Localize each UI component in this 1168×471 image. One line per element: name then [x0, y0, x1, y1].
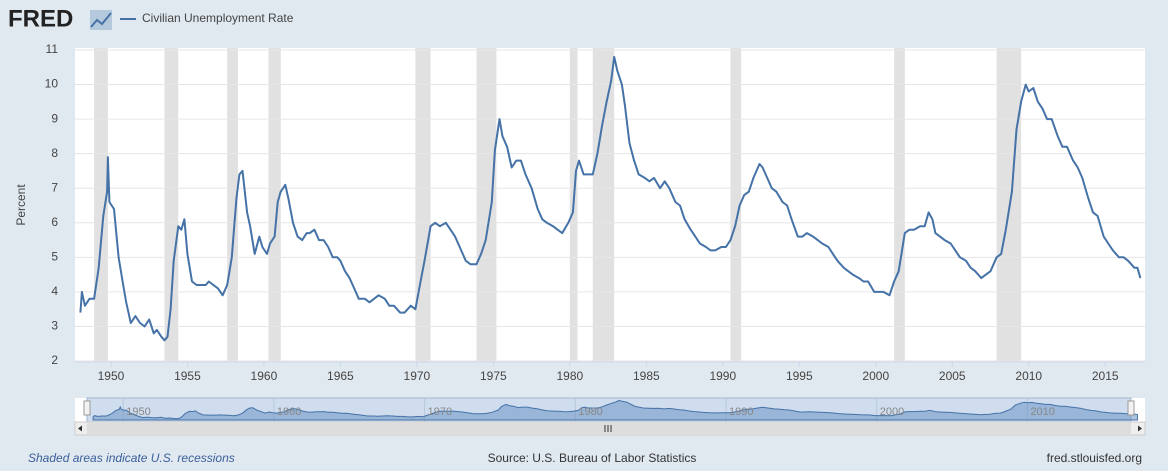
source: Source: U.S. Bureau of Labor Statistics	[488, 451, 697, 465]
navigator-tick-label: 1950	[126, 406, 150, 418]
navigator-tick-label: 1990	[729, 406, 753, 418]
recession-band	[592, 48, 615, 361]
scroll-left[interactable]	[78, 425, 82, 432]
navigator-tick-label: 1970	[428, 406, 452, 418]
navigator-tick-label: 2000	[880, 406, 904, 418]
navigator-area	[92, 399, 1139, 421]
recession-band	[164, 48, 179, 361]
x-tick-label: 1975	[480, 369, 507, 383]
handle-left[interactable]	[83, 400, 91, 416]
recession-note[interactable]: Shaded areas indicate U.S. recessions	[28, 451, 235, 465]
x-tick-label: 2010	[1015, 369, 1042, 383]
legend-label: Civilian Unemployment Rate	[142, 11, 294, 25]
scrollbar-thumb[interactable]	[87, 423, 1131, 434]
navigator-tick-label: 2010	[1030, 406, 1054, 418]
y-tick-label: 4	[51, 284, 58, 298]
logo-icon	[90, 10, 112, 30]
x-tick-label: 1970	[404, 369, 431, 383]
y-tick-label: 6	[51, 215, 58, 229]
y-tick-label: 10	[45, 77, 59, 91]
recession-band	[415, 48, 431, 361]
navigator-tick-label: 1960	[277, 406, 301, 418]
x-tick-label: 2000	[862, 369, 889, 383]
url[interactable]: fred.stlouisfed.org	[1047, 451, 1142, 465]
recession-band	[94, 48, 108, 361]
x-tick-label: 1990	[709, 369, 736, 383]
x-tick-label: 1960	[251, 369, 278, 383]
x-tick-label: 2015	[1092, 369, 1119, 383]
handle-right[interactable]	[1127, 400, 1135, 416]
y-axis-label: Percent	[14, 184, 28, 226]
y-tick-label: 5	[51, 250, 58, 264]
scroll-grip	[604, 425, 612, 432]
x-tick-label: 1985	[633, 369, 660, 383]
recession-band	[227, 48, 238, 361]
x-tick-label: 1980	[556, 369, 583, 383]
data-line	[79, 55, 1142, 342]
recession-band	[476, 48, 497, 361]
scroll-right[interactable]	[1138, 425, 1142, 432]
recession-band	[268, 48, 281, 361]
x-tick-label: 1950	[98, 369, 125, 383]
logo: FRED	[8, 5, 73, 32]
recession-band	[730, 48, 742, 361]
y-tick-label: 11	[46, 42, 59, 56]
x-tick-label: 1995	[786, 369, 813, 383]
y-tick-label: 8	[51, 146, 58, 160]
x-tick-label: 1955	[174, 369, 201, 383]
y-tick-label: 9	[51, 111, 58, 125]
y-tick-label: 7	[51, 180, 58, 194]
y-tick-label: 2	[51, 353, 58, 367]
navigator-tick-label: 1980	[578, 406, 602, 418]
recession-band	[894, 48, 905, 361]
y-tick-label: 3	[51, 319, 58, 333]
x-tick-label: 2005	[939, 369, 966, 383]
x-tick-label: 1965	[327, 369, 354, 383]
